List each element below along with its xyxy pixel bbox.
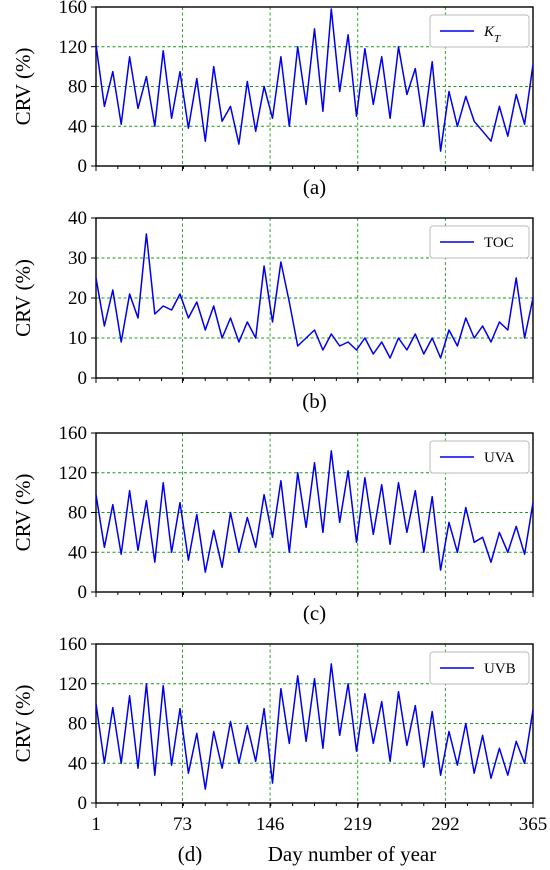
x-tick-label: 292 <box>431 814 460 835</box>
y-tick-label: 10 <box>68 328 87 349</box>
y-tick-label: 120 <box>59 37 88 58</box>
y-tick-label: 0 <box>78 793 88 814</box>
series-line-uvb <box>95 663 534 790</box>
y-axis-label: CRV (%) <box>11 48 35 126</box>
x-tick-label: 219 <box>343 814 372 835</box>
legend-label: UVA <box>484 450 515 466</box>
y-tick-label: 40 <box>68 116 87 137</box>
y-tick-label: 160 <box>59 0 88 18</box>
x-tick-label: 146 <box>256 814 285 835</box>
y-tick-label: 120 <box>59 463 88 484</box>
y-tick-label: 160 <box>59 423 88 444</box>
y-tick-label: 80 <box>68 77 87 98</box>
y-tick-label: 40 <box>68 753 87 774</box>
y-tick-label: 160 <box>59 634 88 655</box>
legend-box <box>429 14 530 48</box>
y-tick-label: 0 <box>78 368 88 389</box>
legend-box <box>429 225 530 259</box>
x-tick-label: 365 <box>519 814 548 835</box>
y-tick-label: 30 <box>68 248 87 269</box>
plot-frame <box>95 643 534 804</box>
plot-frame <box>95 432 534 593</box>
panel-caption: (c) <box>303 601 326 625</box>
y-tick-label: 0 <box>78 156 88 177</box>
legend-box <box>429 440 530 474</box>
panel-caption: (d) <box>178 842 203 866</box>
panel-3: 0 40 80 120 160 CRV (%) UVB 1 73 146 219 292 365 (d) D… <box>11 634 547 866</box>
series-line-uva <box>95 450 534 573</box>
series-line-k_t <box>95 8 534 152</box>
series-line-toc <box>95 233 534 359</box>
x-axis-label: Day number of year <box>268 842 437 866</box>
y-tick-label: 120 <box>59 674 88 695</box>
legend-box <box>429 651 530 685</box>
y-tick-label: 80 <box>68 503 87 524</box>
y-tick-label: 40 <box>68 542 87 563</box>
panel-caption: (b) <box>302 389 327 413</box>
y-tick-label: 40 <box>68 208 87 229</box>
x-tick-label: 73 <box>173 814 192 835</box>
y-axis-label: CRV (%) <box>11 259 35 337</box>
panel-2: 0 40 80 120 160 CRV (%) UVA (c) <box>11 423 534 625</box>
plot-frame <box>95 6 534 167</box>
legend-label: TOC <box>484 235 514 251</box>
y-axis-label: CRV (%) <box>11 474 35 552</box>
y-axis-label: CRV (%) <box>11 685 35 763</box>
panel-caption: (a) <box>303 175 326 199</box>
legend-label: UVB <box>484 661 516 677</box>
y-tick-label: 20 <box>68 288 87 309</box>
y-tick-label: 0 <box>78 582 88 603</box>
x-tick-label: 1 <box>91 814 101 835</box>
y-tick-label: 80 <box>68 714 87 735</box>
panel-1: 0 10 20 30 40 CRV (%) TOC (b) <box>11 208 534 413</box>
